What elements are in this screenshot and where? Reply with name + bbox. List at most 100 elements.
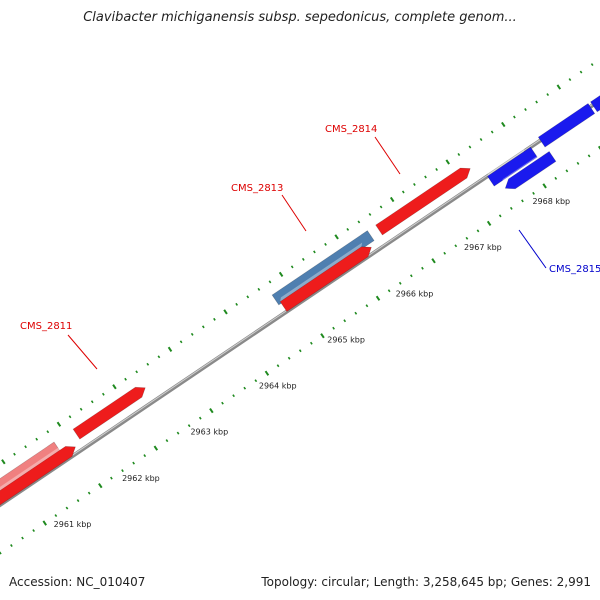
outer-tick-mark: [546, 93, 550, 97]
outer-tick-mark: [313, 250, 316, 254]
inner-tick-mark: [232, 394, 235, 398]
outer-tick-mark: [146, 362, 150, 366]
outer-tick-mark: [213, 317, 216, 321]
gene-leader-line: [374, 136, 401, 175]
gene-block-cms-2814-bevel: [375, 163, 462, 226]
outer-tick-mark: [357, 220, 361, 224]
inner-tick-mark: [509, 206, 513, 210]
inner-tick-mark: [443, 251, 447, 255]
inner-tick-mark: [597, 145, 600, 150]
gene-label-cms-2814[interactable]: CMS_2814: [325, 124, 377, 135]
inner-tick-mark: [486, 220, 492, 226]
gene-label-cms-2811[interactable]: CMS_2811: [20, 321, 72, 332]
gene-block-cms-2811: [72, 386, 146, 440]
gene-block-red-mid-bevel: [280, 242, 363, 302]
inner-tick-mark: [276, 364, 280, 368]
outer-tick-mark: [524, 108, 527, 112]
inner-tick-mark: [0, 551, 2, 555]
outer-tick-mark: [479, 138, 483, 141]
outer-tick-mark: [501, 121, 506, 128]
tick-label-2964: 2964 kbp: [259, 382, 297, 391]
outer-tick-mark: [379, 205, 383, 209]
inner-tick-mark: [287, 356, 291, 360]
outer-tick-mark: [257, 287, 261, 291]
outer-tick-mark: [1, 459, 6, 465]
inner-tick-mark: [209, 408, 214, 414]
outer-tick-mark: [590, 63, 594, 67]
tick-label-2968: 2968 kbp: [532, 197, 570, 206]
gene-block-cms-2815-a-bevel: [487, 147, 525, 177]
outer-tick-mark: [301, 257, 305, 261]
outer-tick-mark: [568, 78, 572, 82]
gene-label-cms-2815[interactable]: CMS_2815: [549, 264, 600, 275]
gene-block-cms-2815-b-bevel: [501, 151, 544, 184]
gene-block-cms-2815-c-bevel: [538, 103, 583, 138]
inner-tick-mark: [332, 326, 335, 330]
inner-tick-mark: [110, 476, 113, 480]
outer-tick-mark: [424, 175, 427, 179]
genome-summary-text: Topology: circular; Length: 3,258,645 bp…: [261, 575, 591, 589]
outer-tick-mark: [235, 302, 239, 306]
inner-tick-mark: [387, 289, 391, 293]
inner-tick-mark: [243, 386, 247, 390]
outer-tick-mark: [278, 271, 284, 278]
inner-tick-mark: [465, 236, 469, 240]
gene-leader-line: [518, 229, 547, 269]
inner-tick-mark: [421, 266, 424, 270]
gene-block-cms-2815-a: [487, 146, 538, 187]
outer-tick-mark: [46, 430, 50, 434]
gene-block-red-mid: [279, 246, 372, 312]
gene-block-pink-bevel: [0, 442, 49, 479]
outer-tick-mark: [167, 346, 173, 352]
inner-tick-mark: [532, 191, 535, 195]
outer-tick-mark: [556, 84, 562, 90]
gene-block-cms-2815-d: [590, 95, 600, 113]
outer-tick-mark: [68, 415, 72, 419]
gene-block-cms-2811-bevel: [73, 383, 137, 430]
tick-label-2966: 2966 kbp: [396, 289, 434, 298]
outer-tick-mark: [90, 400, 94, 404]
outer-tick-mark: [35, 437, 39, 441]
inner-tick-mark: [554, 176, 558, 180]
outer-tick-mark: [268, 280, 272, 284]
gene-block-cms-2813-bevel: [272, 230, 362, 295]
gene-label-cms-2813[interactable]: CMS_2813: [231, 183, 283, 194]
inner-tick-mark: [354, 311, 358, 315]
outer-tick-mark: [490, 130, 494, 134]
inner-tick-mark: [153, 445, 159, 451]
gene-block-cms-2815-d-bevel: [590, 91, 600, 102]
gene-block-red-lower: [0, 446, 76, 506]
outer-tick-mark: [368, 212, 372, 216]
outer-tick-mark: [124, 377, 127, 381]
inner-tick-mark: [42, 520, 47, 526]
inner-tick-mark: [32, 529, 36, 533]
inner-tick-mark: [143, 454, 147, 458]
inner-tick-mark: [10, 544, 13, 548]
gene-leader-line: [67, 334, 98, 370]
inner-tick-mark: [365, 304, 369, 308]
tick-label-2962: 2962 kbp: [122, 474, 160, 483]
genome-title: Clavibacter michiganensis subsp. sepedon…: [83, 10, 517, 25]
outer-tick-mark: [445, 159, 450, 165]
gene-block-cms-2815-c: [537, 103, 596, 148]
inner-tick-mark: [398, 281, 402, 285]
inner-tick-mark: [542, 183, 547, 189]
inner-tick-mark: [431, 258, 436, 264]
outer-tick-mark: [435, 167, 438, 171]
inner-tick-mark: [310, 341, 313, 345]
inner-tick-mark: [343, 319, 347, 323]
inner-tick-mark: [409, 274, 413, 278]
inner-tick-mark: [132, 461, 135, 465]
outer-tick-mark: [179, 340, 183, 344]
inner-tick-mark: [565, 169, 569, 173]
inner-tick-mark: [454, 244, 458, 248]
inner-tick-mark: [21, 536, 24, 540]
inner-tick-mark: [76, 499, 80, 503]
outer-tick-mark: [290, 265, 294, 269]
outer-tick-mark: [101, 392, 105, 396]
inner-tick-mark: [221, 401, 224, 405]
inner-tick-mark: [320, 333, 325, 339]
outer-tick-mark: [457, 153, 461, 156]
